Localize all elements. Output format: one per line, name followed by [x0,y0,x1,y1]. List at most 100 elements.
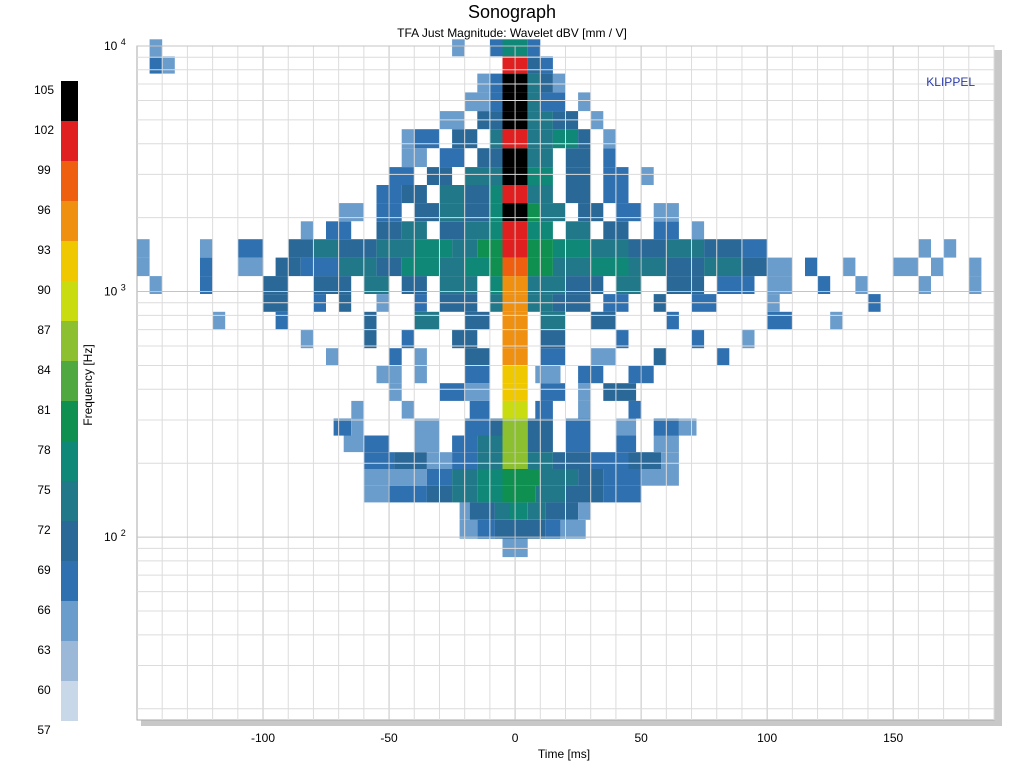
heatmap-cell [338,203,364,222]
y-tick-label: 10 2 [104,528,126,544]
heatmap-cell [439,221,465,240]
heatmap-cell [464,365,490,384]
colorbar-label: 84 [37,363,51,377]
heatmap-cell [855,276,868,294]
heatmap-cell [578,92,591,112]
heatmap-cell [817,276,831,294]
heatmap-cell [149,39,163,57]
heatmap-cell [552,239,591,258]
colorbar-swatch [61,561,78,601]
colorbar-swatch [61,321,78,361]
y-axis-label: Frequency [Hz] [81,344,95,425]
heatmap-cell [615,330,629,349]
heatmap-cell [628,452,662,469]
heatmap-cell [401,257,440,277]
heatmap-cell [653,348,667,366]
heatmap-cell [363,311,377,330]
colorbar-label: 69 [37,563,51,577]
colorbar-swatch [61,521,78,561]
colorbar-label: 96 [37,203,51,217]
heatmap-cell [494,502,510,520]
heatmap-cell [545,519,561,539]
heatmap-cell [535,485,566,503]
heatmap-cell [200,276,213,294]
heatmap-cell [464,167,490,185]
heatmap-cell [968,276,982,294]
heatmap-cell [439,276,478,294]
heatmap-cell [137,239,150,258]
colorbar-swatch [61,281,78,321]
heatmap-cell [615,203,642,222]
colorbar-label: 102 [34,123,54,137]
colorbar-label: 105 [34,83,54,97]
heatmap-cell [666,311,679,330]
colorbar-label: 57 [37,723,51,737]
heatmap-cell [527,203,541,222]
heatmap-cell [494,519,546,539]
heatmap-cell [830,311,843,330]
heatmap-cell [716,348,730,366]
heatmap-cell [439,383,465,401]
heatmap-cell [502,469,541,486]
heatmap-cell [363,435,390,453]
colorbar-label: 90 [37,283,51,297]
heatmap-cell [464,92,490,112]
heatmap-cell [137,257,150,277]
heatmap-cell [590,257,629,277]
grid-lines [137,45,995,720]
heatmap-cell [535,365,561,384]
x-tick-label: -50 [380,731,398,745]
heatmap-cell [578,502,591,520]
heatmap-cell [300,257,339,277]
heatmap-cell [545,502,579,520]
heatmap-cell [918,239,931,258]
heatmap-cell [603,469,642,486]
x-tick-label: -100 [251,731,275,745]
heatmap-cell [590,311,616,330]
heatmap-cell [893,257,919,277]
colorbar-label: 75 [37,483,51,497]
colorbar-swatch [61,201,78,241]
heatmap-cell [376,239,415,258]
heatmap-cell [237,239,263,258]
heatmap-cell [343,435,364,453]
heatmap-cell [565,418,591,436]
colorbar-swatch [61,121,78,161]
heatmap-cell [464,348,490,366]
heatmap-cell [489,185,503,204]
colorbar-label: 93 [37,243,51,257]
heatmap-cell [414,435,440,453]
heatmap-cell [704,239,742,258]
heatmap-cell [540,56,553,74]
colorbar-label: 66 [37,603,51,617]
heatmap-cell [590,452,629,469]
heatmap-cell [666,239,705,258]
heatmap-cell [678,418,697,436]
heatmap-cell [767,276,793,294]
x-tick-label: 50 [634,731,648,745]
colorbar-label: 60 [37,683,51,697]
heatmap-cell [414,418,440,436]
heatmap-cell [401,330,415,349]
colorbar-label: 87 [37,323,51,337]
heatmap-cell [338,239,377,258]
heatmap-cell [565,485,604,503]
heatmap-cell [333,418,352,436]
colorbar-swatch [61,441,78,481]
heatmap-cell [439,148,465,167]
heatmap-cell [590,348,616,366]
heatmap-cell [615,276,642,294]
heatmap-cell [464,383,490,401]
colorbar-swatch [61,601,78,641]
x-tick-label: 0 [512,731,519,745]
heatmap-cell [489,276,503,294]
x-tick-labels: -100 -50 0 50 100 150 [251,731,903,745]
heatmap-cell [489,39,503,57]
heatmap-cell [540,73,553,93]
heatmap-cell [200,239,213,258]
heatmap-cell [363,276,390,294]
heatmap-cell [741,239,768,258]
heatmap-cell [394,452,427,469]
heatmap-cell [540,383,566,401]
